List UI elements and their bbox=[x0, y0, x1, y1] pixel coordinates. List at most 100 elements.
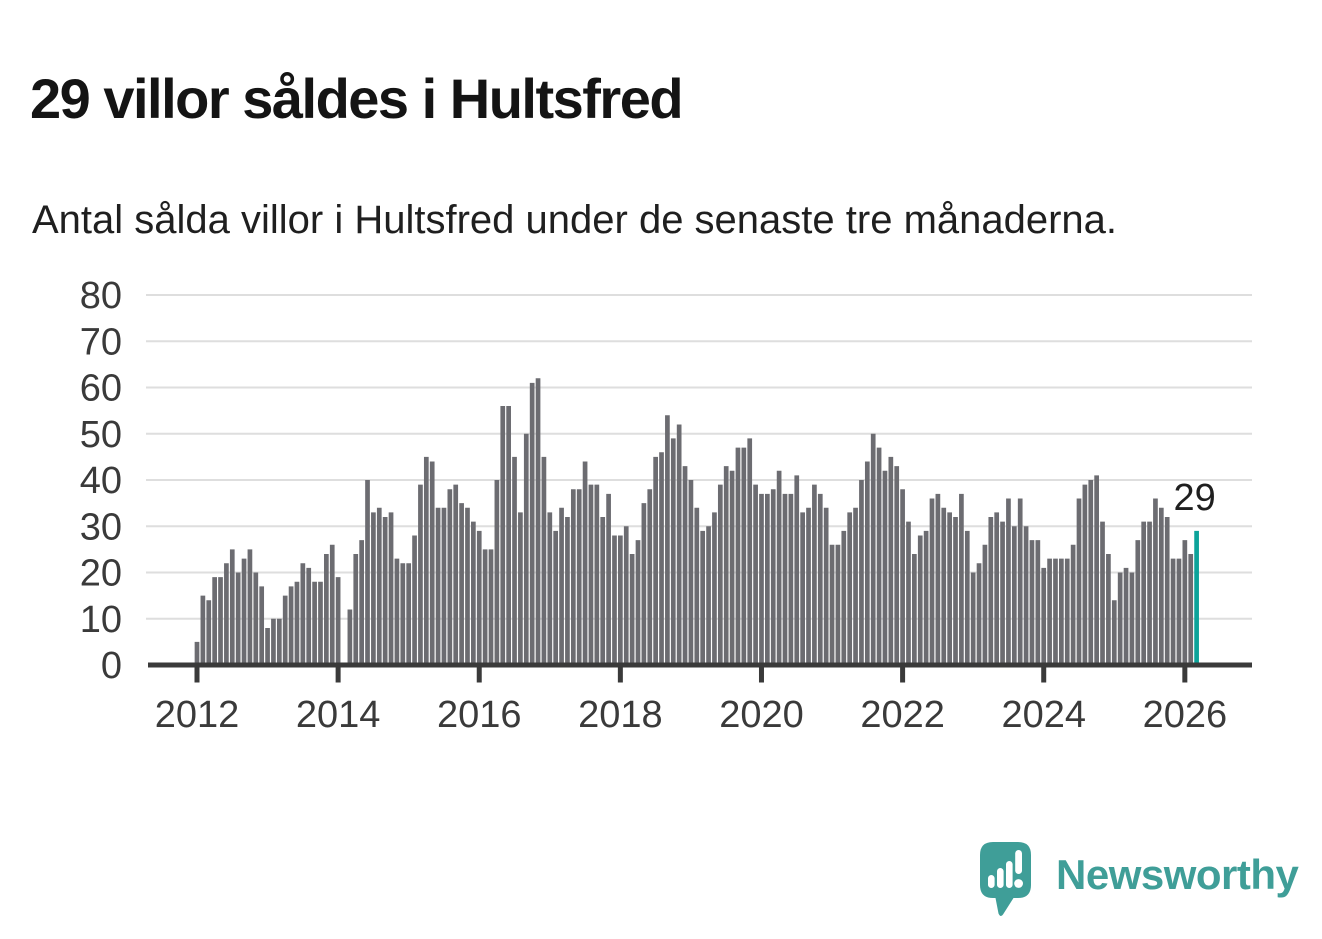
bar bbox=[964, 530, 970, 666]
bar bbox=[882, 470, 888, 665]
bar bbox=[471, 521, 476, 666]
bar bbox=[1006, 498, 1011, 665]
bar bbox=[947, 512, 952, 666]
bar bbox=[923, 530, 929, 666]
bar bbox=[371, 512, 376, 666]
bar bbox=[706, 526, 711, 665]
bar bbox=[1047, 558, 1052, 666]
bar bbox=[194, 641, 200, 666]
bar bbox=[406, 563, 412, 665]
bar bbox=[876, 447, 882, 666]
bar bbox=[629, 554, 635, 665]
bar bbox=[817, 493, 823, 666]
bar bbox=[365, 480, 370, 665]
bar bbox=[588, 484, 594, 666]
bar bbox=[665, 415, 670, 665]
bar bbox=[400, 563, 406, 665]
bar bbox=[782, 493, 788, 666]
bar bbox=[682, 466, 688, 666]
bar bbox=[506, 406, 511, 665]
bar bbox=[253, 572, 259, 665]
x-tick-label: 2026 bbox=[1143, 694, 1228, 736]
x-tick bbox=[476, 667, 482, 683]
y-tick-label: 60 bbox=[80, 368, 122, 410]
bar bbox=[1017, 498, 1023, 665]
bar bbox=[859, 480, 864, 665]
x-tick bbox=[900, 667, 906, 683]
grid-line bbox=[146, 294, 1252, 296]
x-tick bbox=[1041, 667, 1047, 683]
bar bbox=[600, 517, 606, 665]
bar bbox=[1076, 498, 1082, 665]
bar bbox=[853, 507, 858, 665]
y-tick-label: 10 bbox=[80, 599, 122, 641]
bar bbox=[1153, 498, 1158, 665]
x-tick bbox=[194, 667, 200, 683]
bar bbox=[659, 452, 664, 665]
bar bbox=[241, 558, 247, 666]
bar bbox=[459, 503, 464, 666]
bar bbox=[465, 507, 470, 665]
grid-line bbox=[146, 479, 1252, 481]
bar bbox=[812, 484, 817, 666]
bar bbox=[688, 480, 694, 665]
bar bbox=[547, 512, 553, 666]
bar bbox=[941, 507, 947, 665]
bar bbox=[1023, 526, 1029, 665]
bar bbox=[382, 517, 388, 665]
bar bbox=[318, 581, 323, 665]
grid-line bbox=[146, 340, 1252, 343]
bar bbox=[917, 535, 923, 665]
bar bbox=[1064, 558, 1070, 666]
bar bbox=[759, 493, 764, 666]
bar bbox=[1094, 475, 1099, 666]
bar bbox=[806, 507, 811, 665]
x-tick-label: 2024 bbox=[1001, 694, 1086, 736]
bar bbox=[1188, 554, 1194, 665]
bar bbox=[870, 433, 876, 665]
bar bbox=[535, 378, 541, 665]
bar bbox=[994, 512, 1000, 666]
bar bbox=[476, 530, 482, 666]
bar bbox=[429, 461, 435, 665]
y-tick-label: 0 bbox=[101, 645, 122, 687]
bar bbox=[212, 577, 217, 666]
bar bbox=[765, 493, 770, 666]
bar bbox=[376, 507, 382, 665]
bar bbox=[694, 507, 700, 665]
bar bbox=[329, 544, 335, 665]
bar bbox=[1088, 480, 1094, 665]
bar bbox=[635, 540, 641, 666]
x-tick bbox=[335, 667, 341, 683]
bar bbox=[712, 512, 717, 666]
y-tick-label: 70 bbox=[80, 321, 122, 363]
bar bbox=[1082, 484, 1088, 666]
bar bbox=[729, 470, 735, 665]
bar bbox=[900, 489, 905, 665]
bar bbox=[347, 609, 353, 665]
grid-line bbox=[146, 386, 1252, 389]
bar bbox=[523, 433, 529, 665]
bar bbox=[906, 521, 911, 666]
bar bbox=[1158, 507, 1164, 665]
bar bbox=[1135, 540, 1141, 666]
bar bbox=[1111, 600, 1117, 665]
bar bbox=[700, 530, 706, 666]
bar bbox=[670, 438, 676, 666]
bar bbox=[676, 424, 682, 665]
x-axis-line bbox=[148, 662, 1252, 668]
bar bbox=[353, 554, 359, 665]
bar bbox=[312, 581, 317, 665]
last-value-label: 29 bbox=[1173, 477, 1215, 519]
bar bbox=[206, 600, 212, 665]
bar bbox=[418, 484, 423, 666]
bar bbox=[829, 544, 835, 665]
bar bbox=[976, 563, 982, 665]
bar bbox=[653, 456, 658, 666]
bar bbox=[953, 517, 958, 665]
bar bbox=[747, 438, 753, 666]
newsworthy-logo-icon bbox=[980, 842, 1031, 917]
bar bbox=[435, 507, 441, 665]
bar bbox=[453, 484, 459, 666]
